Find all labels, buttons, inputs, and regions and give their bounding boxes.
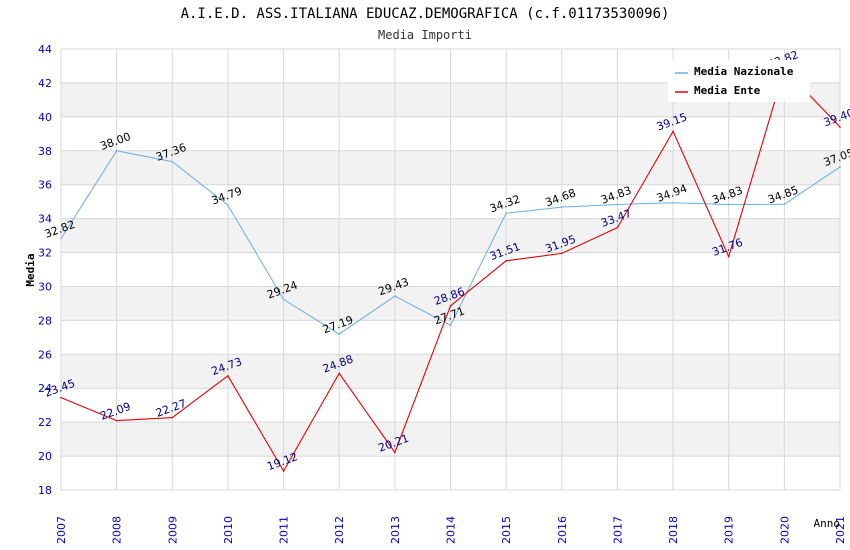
data-point — [560, 252, 563, 255]
y-axis: 18 20 22 24 26 28 30 32 34 36 38 40 42 44 — [38, 43, 52, 497]
data-point — [616, 203, 619, 206]
y-tick-label: 32 — [38, 247, 52, 260]
x-tick-label: 2014 — [445, 516, 458, 544]
y-tick-label: 30 — [38, 280, 52, 293]
x-tick-label: 2021 — [834, 516, 847, 544]
y-tick-label: 42 — [38, 77, 52, 90]
y-tick-label: 18 — [38, 484, 52, 497]
data-point — [115, 149, 118, 152]
x-tick-label: 2015 — [500, 516, 513, 544]
data-label: 23.45 — [43, 377, 77, 400]
y-tick-label: 36 — [38, 179, 52, 192]
data-point — [394, 451, 396, 454]
x-axis: 2007 2008 2009 2010 2011 2012 2013 2014 2015 2016… — [55, 516, 847, 544]
data-point — [394, 295, 396, 297]
data-point — [338, 333, 341, 335]
chart-title: A.I.E.D. ASS.ITALIANA EDUCAZ.DEMOGRAFICA… — [181, 6, 670, 22]
y-tick-label: 28 — [38, 314, 52, 327]
x-tick-label: 2013 — [389, 516, 402, 544]
x-tick-label: 2008 — [111, 516, 124, 544]
legend-label-ente: Media Ente — [694, 84, 761, 97]
data-point — [227, 204, 229, 207]
data-point — [115, 419, 118, 422]
y-tick-label: 34 — [38, 213, 52, 226]
data-label: 22.09 — [98, 400, 132, 423]
x-tick-label: 2010 — [222, 516, 235, 544]
x-tick-label: 2016 — [556, 516, 569, 544]
data-point — [672, 201, 674, 204]
x-tick-label: 2020 — [778, 516, 791, 544]
y-tick-label: 40 — [38, 111, 52, 124]
data-point — [839, 126, 841, 128]
y-axis-label: Media — [24, 253, 37, 286]
chart-subtitle: Media Importi — [378, 28, 472, 42]
data-label: 34.85 — [766, 183, 800, 206]
y-tick-label: 38 — [38, 145, 52, 158]
data-label: 34.83 — [710, 184, 744, 207]
data-point — [449, 304, 452, 307]
x-axis-label: Anno — [814, 517, 841, 530]
legend: Media Nazionale Media Ente — [668, 60, 810, 102]
data-point — [505, 260, 507, 262]
data-point — [560, 206, 563, 208]
data-point — [616, 226, 619, 229]
x-tick-label: 2009 — [166, 516, 179, 544]
y-tick-label: 26 — [38, 348, 52, 361]
series-group — [60, 67, 841, 473]
x-tick-label: 2017 — [611, 516, 624, 544]
data-label: 22.27 — [154, 397, 188, 420]
legend-label-nazionale: Media Nazionale — [694, 65, 794, 78]
data-point — [338, 372, 341, 375]
data-point — [171, 160, 174, 163]
x-tick-label: 2019 — [723, 516, 736, 544]
data-point — [727, 203, 730, 206]
legend-box — [668, 60, 810, 102]
data-point — [727, 255, 730, 258]
data-point — [171, 416, 174, 419]
data-point — [60, 237, 62, 240]
data-point — [449, 324, 452, 327]
data-point — [505, 212, 507, 214]
y-tick-label: 20 — [38, 450, 52, 463]
data-label: 34.68 — [544, 186, 578, 209]
data-label: 34.83 — [599, 184, 633, 207]
x-tick-label: 2018 — [667, 516, 680, 544]
data-point — [227, 375, 229, 377]
data-point — [282, 298, 285, 301]
data-point — [672, 130, 674, 133]
data-point — [282, 470, 285, 472]
data-point — [783, 203, 786, 205]
grid-lines — [60, 48, 841, 491]
y-tick-label: 24 — [38, 382, 52, 395]
y-tick-label: 22 — [38, 416, 52, 429]
data-point — [60, 396, 62, 399]
data-label: 34.94 — [655, 182, 689, 205]
data-point — [839, 166, 841, 168]
data-label: 38.00 — [98, 130, 132, 153]
x-tick-label: 2011 — [278, 516, 291, 544]
x-tick-label: 2012 — [333, 516, 346, 544]
y-tick-label: 44 — [38, 43, 52, 56]
x-tick-label: 2007 — [55, 516, 68, 544]
